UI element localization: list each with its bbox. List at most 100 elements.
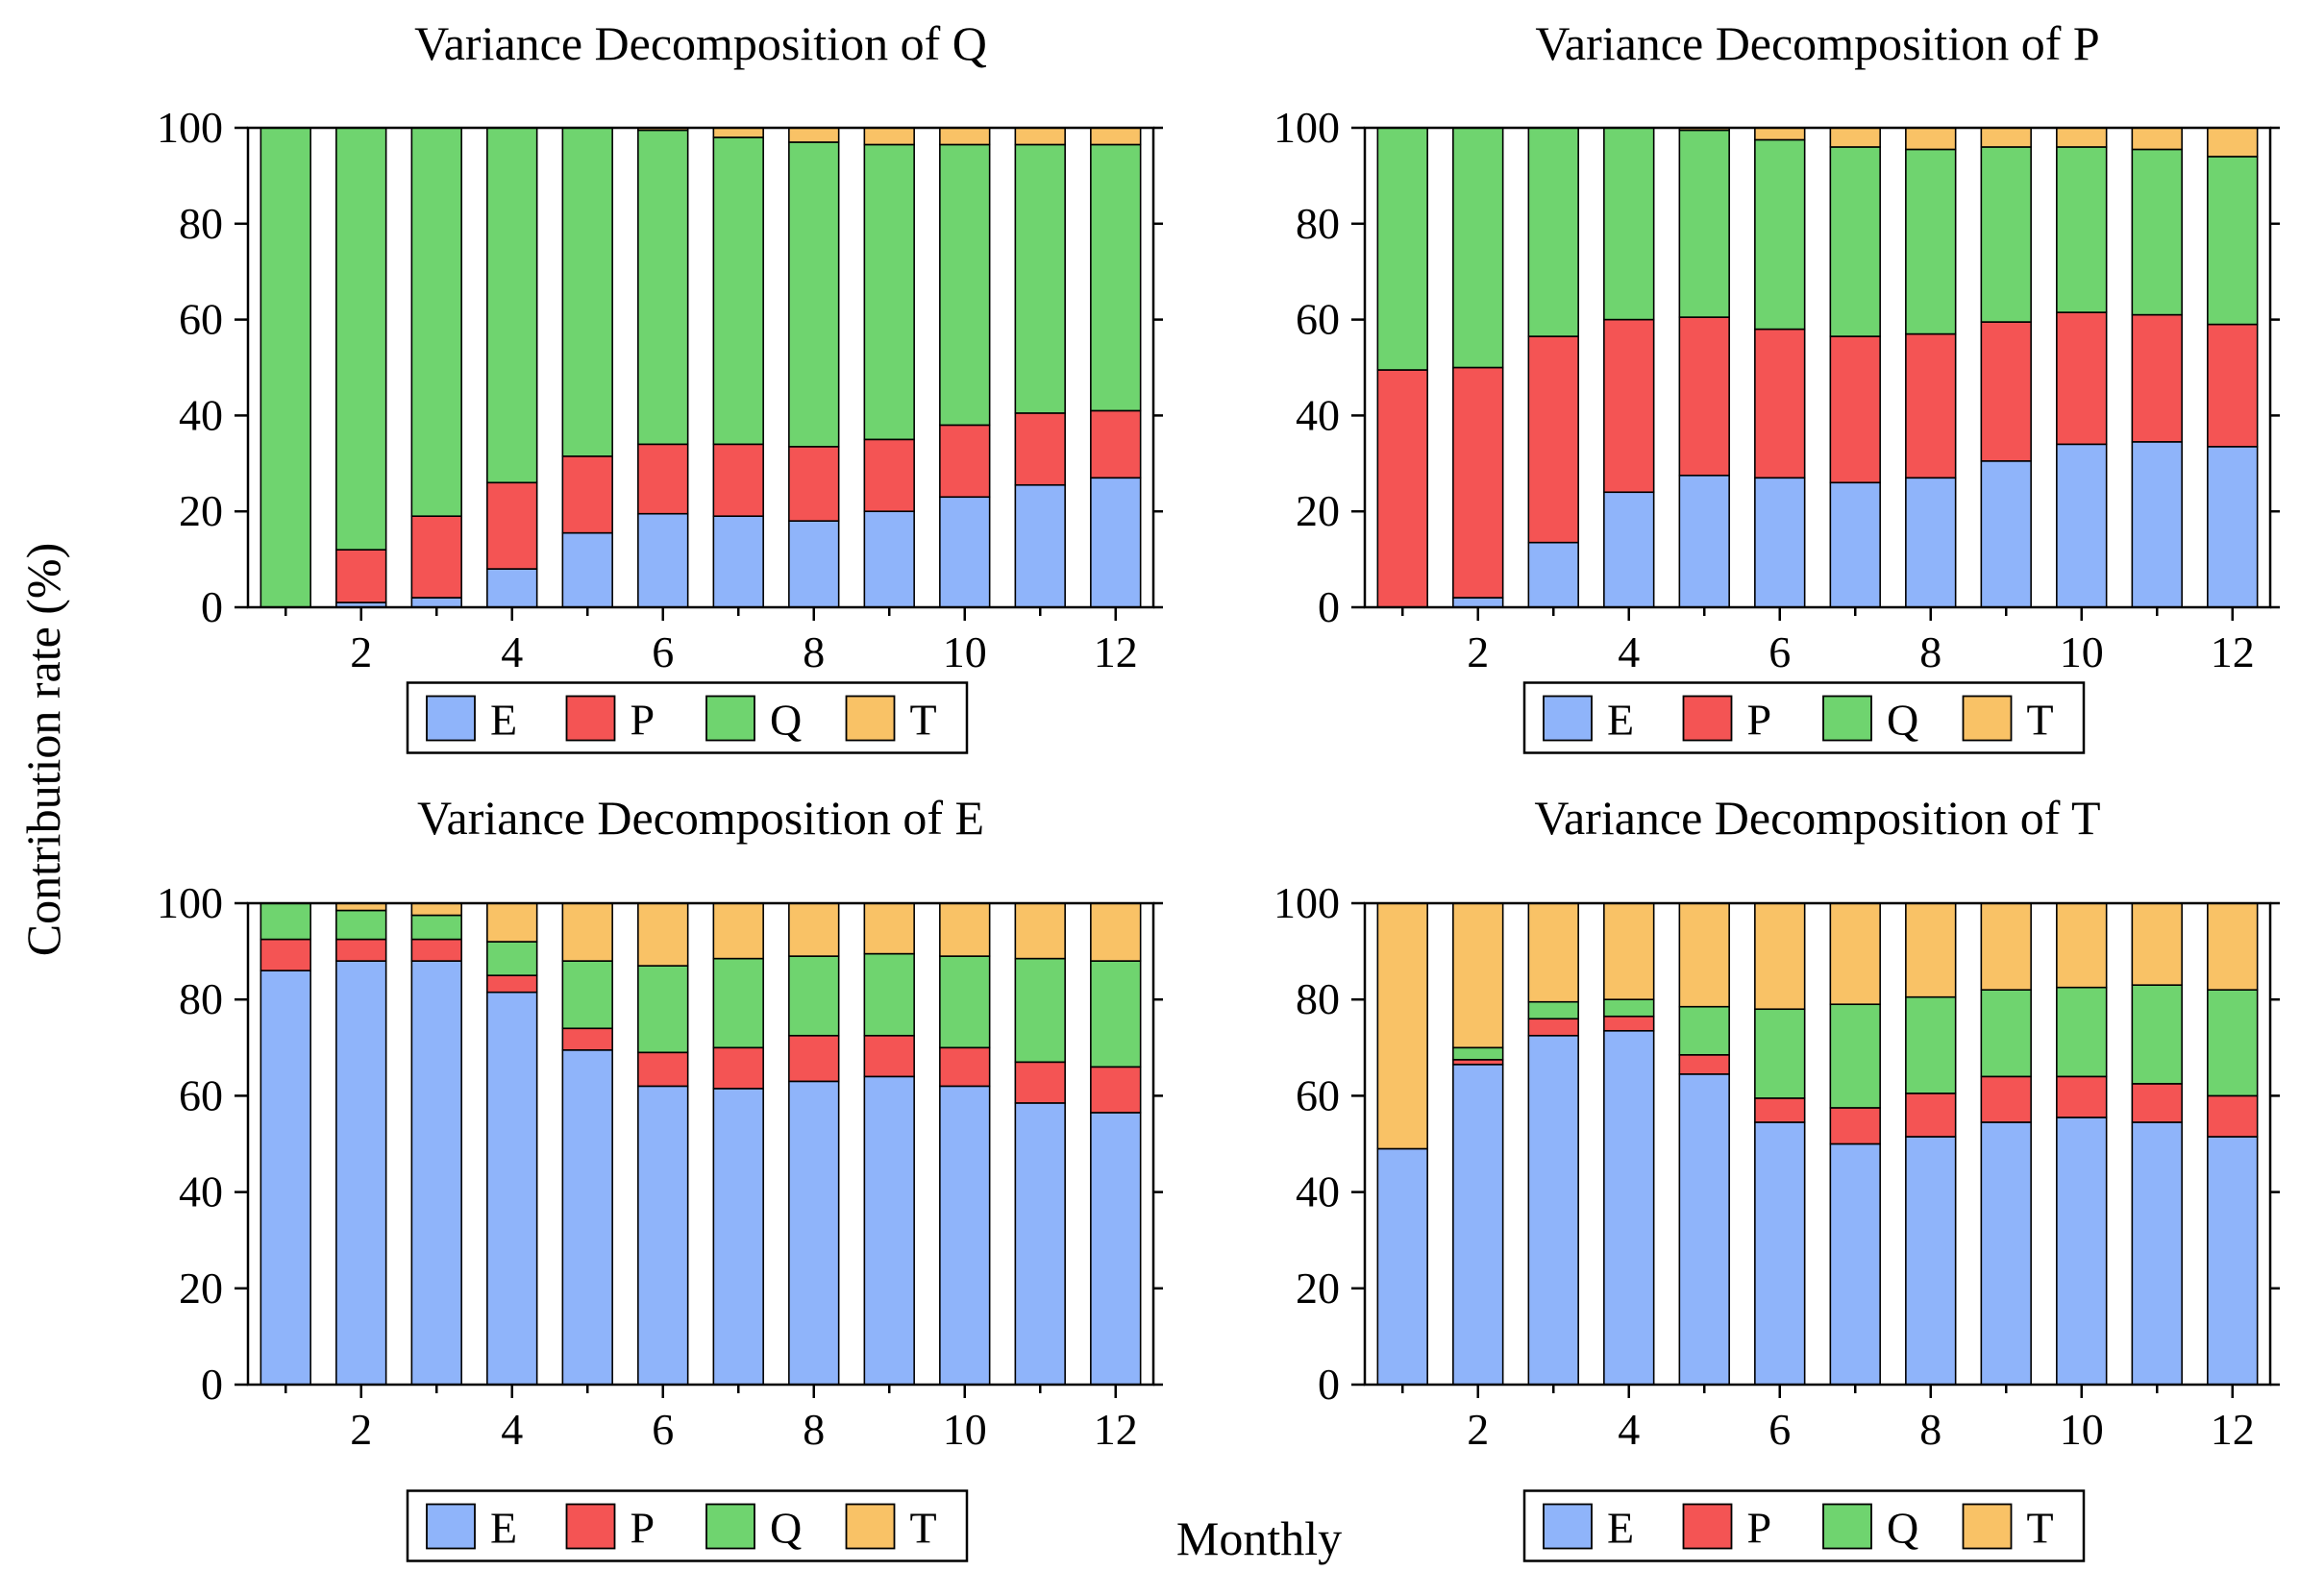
bar-P-12 (2207, 323, 2259, 448)
x-tick-label: 6 (652, 627, 674, 676)
bar-Q-8 (1905, 148, 1957, 335)
legend-swatch-Q (1822, 695, 1872, 742)
bar-E-1 (260, 970, 311, 1386)
bar-P-8 (1905, 1093, 1957, 1138)
bar-Q-4 (486, 941, 538, 976)
bar-Q-2 (1452, 1046, 1504, 1061)
bar-T-8 (1905, 127, 1957, 151)
bar-E-2 (1452, 597, 1504, 608)
bar-Q-10 (939, 955, 991, 1049)
bar-Q-12 (1090, 143, 1142, 412)
bar-E-7 (1829, 481, 1881, 608)
chart-title: Variance Decomposition of E (417, 791, 984, 845)
x-tick-label: 10 (943, 627, 987, 676)
bar-P-2 (335, 938, 387, 962)
bar-T-10 (2056, 127, 2108, 148)
bar-Q-2 (335, 127, 387, 551)
bar-Q-9 (1980, 989, 2032, 1078)
y-tick-label: 100 (157, 878, 223, 927)
legend-swatch-Q (1822, 1503, 1872, 1550)
bar-Q-6 (637, 965, 689, 1054)
bar-P-6 (1754, 1097, 1806, 1123)
bar-Q-11 (2131, 148, 2183, 316)
bar-P-12 (1090, 1066, 1142, 1114)
y-tick-label: 60 (1296, 1070, 1340, 1119)
x-tick-label: 2 (1467, 627, 1489, 676)
bar-T-5 (1678, 902, 1730, 1008)
bar-E-9 (1980, 460, 2032, 608)
bar-Q-7 (712, 957, 764, 1049)
legend-label-Q: Q (1887, 696, 1918, 745)
bar-Q-11 (1014, 957, 1066, 1064)
bar-P-8 (788, 1034, 840, 1083)
bar-P-2 (335, 549, 387, 603)
bar-P-5 (561, 455, 613, 534)
bar-P-11 (1014, 1061, 1066, 1104)
legend-label-T: T (2027, 1504, 2054, 1553)
bar-T-6 (1754, 127, 1806, 141)
bar-E-9 (1980, 1121, 2032, 1386)
x-tick-label: 4 (501, 1405, 523, 1454)
bar-P-5 (1678, 316, 1730, 477)
bar-T-7 (1829, 902, 1881, 1006)
bar-P-7 (1829, 335, 1881, 484)
legend-swatch-Q (705, 695, 755, 742)
bar-E-12 (2207, 1136, 2259, 1386)
legend-swatch-T (1962, 1503, 2013, 1550)
bar-T-11 (2131, 127, 2183, 151)
y-tick-label: 100 (1274, 103, 1340, 152)
x-tick-label: 4 (1618, 627, 1640, 676)
legend-swatch-E (426, 1503, 476, 1550)
y-tick-label: 60 (1296, 295, 1340, 344)
bar-Q-10 (2056, 146, 2108, 313)
bar-T-9 (1980, 127, 2032, 148)
bar-T-10 (939, 902, 991, 957)
x-tick-label: 12 (2211, 1405, 2255, 1454)
bar-T-12 (1090, 902, 1142, 962)
bar-P-5 (561, 1027, 613, 1051)
bar-E-8 (788, 520, 840, 608)
bar-P-5 (1678, 1054, 1730, 1075)
legend-label-E: E (1607, 696, 1634, 745)
y-tick-label: 80 (1296, 199, 1340, 248)
bar-P-9 (1980, 1075, 2032, 1123)
bar-T-7 (712, 902, 764, 960)
bar-E-10 (939, 496, 991, 608)
bar-P-9 (1980, 321, 2032, 462)
bar-Q-9 (1980, 146, 2032, 323)
legend-label-P: P (1747, 1504, 1772, 1553)
bar-E-9 (863, 510, 915, 608)
bar-E-3 (410, 960, 462, 1386)
legend-swatch-E (1543, 1503, 1593, 1550)
bar-Q-10 (939, 143, 991, 427)
bar-T-12 (2207, 902, 2259, 991)
legend-swatch-T (845, 1503, 896, 1550)
bar-E-7 (712, 1088, 764, 1386)
y-tick-label: 40 (1296, 390, 1340, 439)
x-tick-label: 6 (652, 1405, 674, 1454)
bar-E-10 (2056, 1117, 2108, 1386)
bar-E-11 (1014, 483, 1066, 608)
legend-swatch-P (565, 695, 616, 742)
legend-label-P: P (1747, 696, 1772, 745)
bar-P-4 (1603, 1015, 1655, 1032)
legend-swatch-Q (705, 1503, 755, 1550)
bar-Q-2 (335, 909, 387, 941)
bar-P-6 (1754, 328, 1806, 479)
bar-Q-9 (863, 143, 915, 441)
bar-T-12 (1090, 127, 1142, 146)
bar-T-3 (1527, 902, 1579, 1003)
bar-Q-8 (1905, 995, 1957, 1094)
bar-P-7 (1829, 1107, 1881, 1145)
bar-Q-1 (1376, 127, 1428, 371)
bar-T-3 (410, 902, 462, 917)
bar-Q-12 (1090, 960, 1142, 1068)
bar-P-3 (1527, 335, 1579, 544)
bar-T-8 (1905, 902, 1957, 998)
x-tick-label: 12 (1094, 1405, 1138, 1454)
chart-panel-1: Variance Decomposition of Q 0 20 40 60 80 100 2… (157, 16, 1163, 754)
bar-P-11 (2131, 1083, 2183, 1123)
bar-E-8 (1905, 1136, 1957, 1386)
bar-T-7 (712, 127, 764, 138)
